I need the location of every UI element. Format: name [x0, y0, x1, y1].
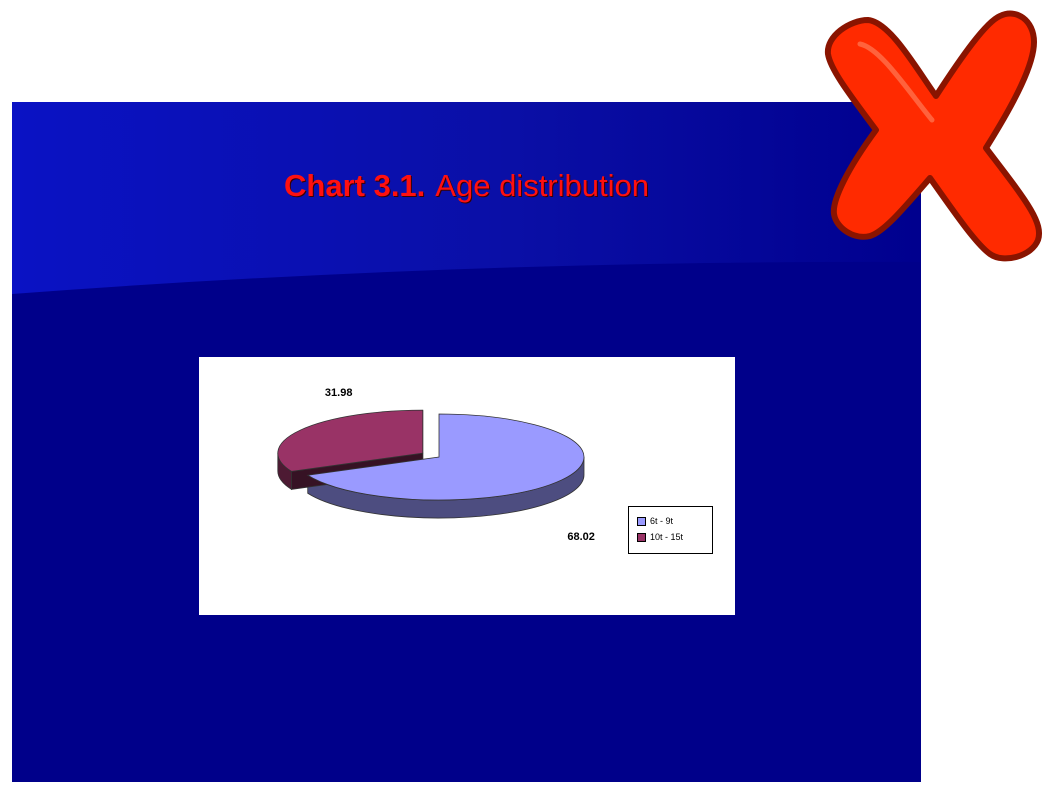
slide-banner	[12, 102, 921, 294]
slide-title-text: Age distribution	[435, 168, 649, 203]
legend-swatch-10t-15t	[637, 532, 646, 542]
slide: Chart 3.1. Age distribution 68.02 31.98 6t…	[12, 102, 921, 782]
chart-panel: 68.02 31.98 6t - 9t 10t - 15t	[199, 357, 735, 615]
red-x-icon	[824, 10, 1042, 262]
data-label-0: 68.02	[567, 531, 595, 543]
legend-item-6t-9t: 6t - 9t	[629, 513, 712, 529]
pie-chart: 68.02 31.98	[277, 387, 595, 543]
legend-swatch-6t-9t	[637, 516, 646, 526]
slide-title-label: Chart 3.1.	[284, 168, 426, 203]
pie-slice-0	[306, 413, 585, 501]
data-label-1: 31.98	[325, 387, 353, 399]
slide-title: Chart 3.1. Age distribution	[12, 168, 921, 204]
legend-label-10t-15t: 10t - 15t	[650, 532, 684, 542]
chart-legend: 6t - 9t 10t - 15t	[628, 506, 713, 554]
pie-slice-1	[277, 409, 424, 472]
legend-item-10t-15t: 10t - 15t	[629, 529, 712, 545]
legend-label-6t-9t: 6t - 9t	[650, 516, 674, 526]
